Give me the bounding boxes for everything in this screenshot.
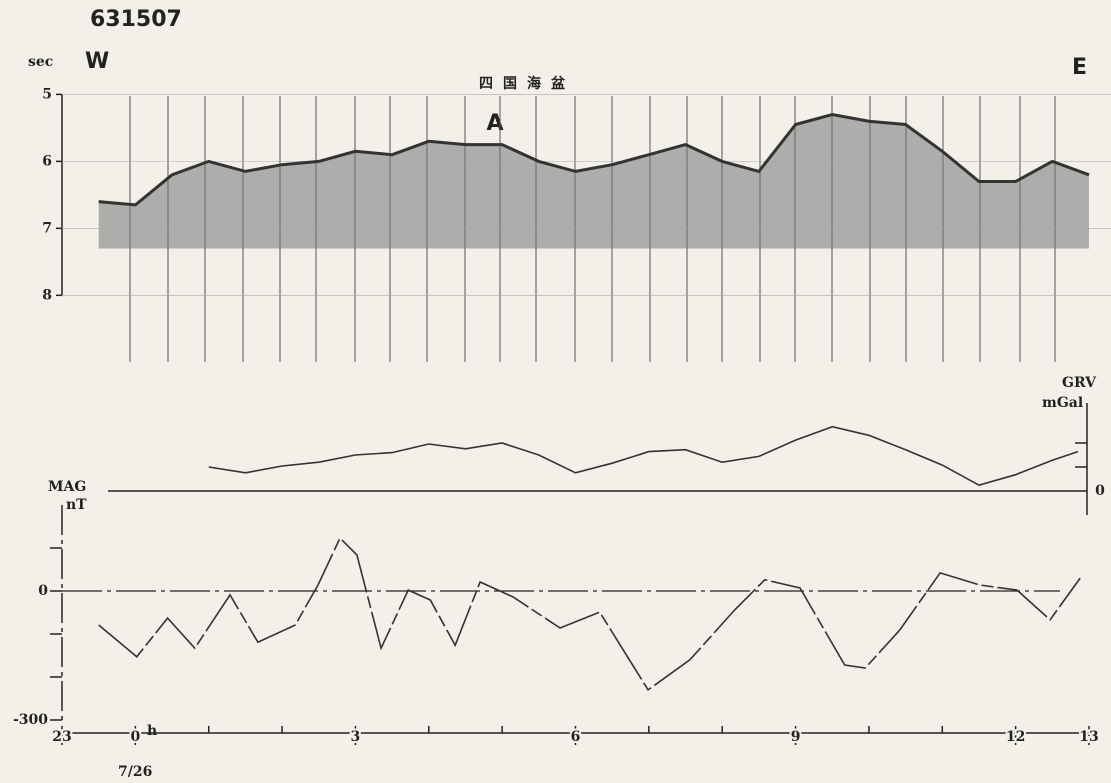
y-tick-label: 8 (42, 287, 52, 303)
y-tick-label: 0 (38, 583, 48, 599)
y-tick-label: 7 (42, 220, 52, 236)
west-label: W (85, 49, 109, 74)
x-tick-label: 6 (571, 729, 581, 745)
y-axis-label: GRV (1062, 375, 1097, 391)
annotation: A (486, 111, 503, 136)
y-axis-label: sec (28, 54, 53, 70)
unit-label: mGal (1042, 395, 1083, 411)
east-label: E (1072, 55, 1087, 80)
x-tick-label: 12 (1006, 729, 1025, 745)
y-tick-label: 0 (1095, 483, 1105, 499)
x-tick-label: 3 (351, 729, 361, 745)
y-axis-label: MAG (48, 479, 86, 495)
date-label: 7/26 (118, 764, 152, 780)
background (0, 0, 1111, 783)
x-tick-label: 13 (1079, 729, 1098, 745)
y-tick-label: -300 (13, 712, 48, 728)
hour-unit: h (147, 723, 157, 739)
x-tick-label: 9 (791, 729, 801, 745)
x-tick-label: 23 (52, 729, 71, 745)
x-tick-label: 0 (130, 729, 140, 745)
unit-label: nT (66, 497, 87, 513)
y-tick-label: 6 (42, 153, 52, 169)
y-tick-label: 5 (42, 86, 52, 102)
annotation: 四国海盆 (479, 75, 575, 92)
figure-title: 631507 (90, 7, 182, 32)
figure: 631507 sec W E 四国海盆 A GRV mGal MAG nT h … (0, 0, 1111, 783)
